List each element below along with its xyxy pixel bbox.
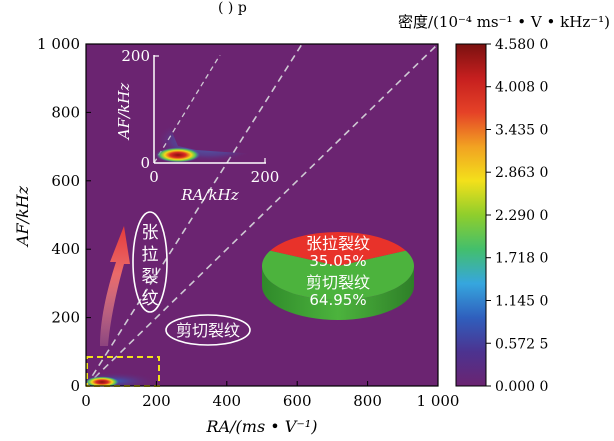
colorbar-tick-label: 1.718 0 [495,251,548,267]
colorbar-tick-label: 4.580 0 [495,37,548,53]
tension-annotation: 张拉裂纹 [132,211,168,313]
diagonal-line-1 [86,44,438,386]
x-tick-label: 800 [353,392,382,410]
colorbar-ticks: 4.580 0 4.008 0 3.435 0 2.863 0 2.290 0 1.718… [486,37,548,395]
pie-side [262,266,414,320]
colorbar [455,43,487,387]
tension-arrow [100,226,130,346]
colorbar-title: 密度/(10⁻⁴ ms⁻¹ • V • kHz⁻¹) [398,13,610,31]
y-tick-label: 600 [51,172,80,190]
colorbar-tick-label: 4.008 0 [495,80,548,96]
inset-y-axis-label: AF/kHz [115,83,133,141]
x-axis-label: RA/(ms • V⁻¹) [206,417,318,436]
diagonal-line-2 [86,44,303,386]
pie-slice-shear [262,250,414,300]
zoom-region-box [86,356,160,387]
colorbar-tick-label: 0.000 0 [495,379,548,395]
tension-label: 张拉裂纹 [142,223,159,309]
x-axis-ticks: 0 200 400 600 800 1 000 [81,381,459,410]
pie-slice-tension [270,232,406,266]
pie-chart: 张拉裂纹 35.05% 剪切裂纹 64.95% [262,232,414,320]
inset-plot: 200 0 0 200 RA/kHz AF/kHz [115,47,279,204]
shear-label: 剪切裂纹 [176,321,240,340]
colorbar-tick-label: 3.435 0 [495,123,548,139]
colorbar-tick-label: 2.863 0 [495,165,548,181]
pie-label-shear-name: 剪切裂纹 [306,273,370,292]
x-tick-label: 1 000 [417,392,460,410]
x-tick-label: 400 [212,392,241,410]
x-tick-label: 200 [142,392,171,410]
inset-x-tick-label-zero: 0 [149,168,159,186]
colorbar-tick-label: 0.572 5 [495,336,548,352]
density-peak [86,376,119,386]
x-tick-label: 600 [283,392,312,410]
y-axis-label: AF/kHz [13,185,32,248]
inset-y-tick-label-zero: 0 [140,154,150,172]
y-tick-label: 1 000 [37,35,80,53]
y-tick-label: 200 [51,309,80,327]
y-tick-label: 400 [51,240,80,258]
inset-y-tick-label-top: 200 [121,47,150,65]
plot-frame [85,43,439,387]
inset-x-tick-label-end: 200 [251,168,280,186]
pie-label-tension-value: 35.05% [309,252,366,270]
y-axis-ticks: 0 200 400 600 800 1 000 [37,35,91,395]
shear-annotation: 剪切裂纹 [165,314,251,346]
colorbar-tick-label: 2.290 0 [495,208,548,224]
shear-ellipse [165,314,251,346]
tension-ellipse [132,211,168,313]
y-tick-label: 800 [51,103,80,121]
colorbar-tick-label: 1.145 0 [495,294,548,310]
inset-x-axis-label: RA/kHz [180,186,238,204]
inset-density-peak [156,147,200,163]
pie-label-tension-name: 张拉裂纹 [306,234,370,253]
caption-fragment: ( ) p [218,0,247,16]
x-tick-label: 0 [81,392,91,410]
inset-diagonal-line [154,55,221,163]
pie-label-shear-value: 64.95% [309,291,366,309]
y-tick-label: 0 [70,377,80,395]
